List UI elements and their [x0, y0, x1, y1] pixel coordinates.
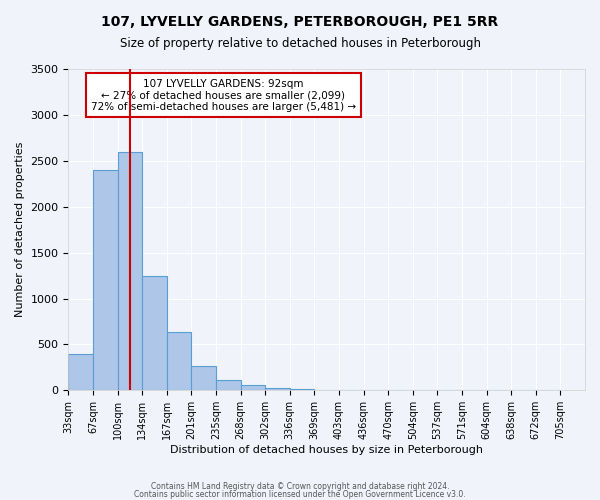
Bar [118, 152, 142, 390]
Bar [241, 385, 265, 390]
Bar [93, 170, 118, 390]
Y-axis label: Number of detached properties: Number of detached properties [15, 142, 25, 318]
Bar [216, 380, 241, 390]
Bar [68, 354, 93, 391]
Text: Contains public sector information licensed under the Open Government Licence v3: Contains public sector information licen… [134, 490, 466, 499]
Bar [142, 276, 167, 390]
Text: Contains HM Land Registry data © Crown copyright and database right 2024.: Contains HM Land Registry data © Crown c… [151, 482, 449, 491]
Bar [191, 366, 216, 390]
X-axis label: Distribution of detached houses by size in Peterborough: Distribution of detached houses by size … [170, 445, 483, 455]
Text: Size of property relative to detached houses in Peterborough: Size of property relative to detached ho… [119, 38, 481, 51]
Bar [290, 388, 314, 390]
Bar [167, 332, 191, 390]
Bar [265, 388, 290, 390]
Text: 107 LYVELLY GARDENS: 92sqm
← 27% of detached houses are smaller (2,099)
72% of s: 107 LYVELLY GARDENS: 92sqm ← 27% of deta… [91, 78, 356, 112]
Text: 107, LYVELLY GARDENS, PETERBOROUGH, PE1 5RR: 107, LYVELLY GARDENS, PETERBOROUGH, PE1 … [101, 15, 499, 29]
